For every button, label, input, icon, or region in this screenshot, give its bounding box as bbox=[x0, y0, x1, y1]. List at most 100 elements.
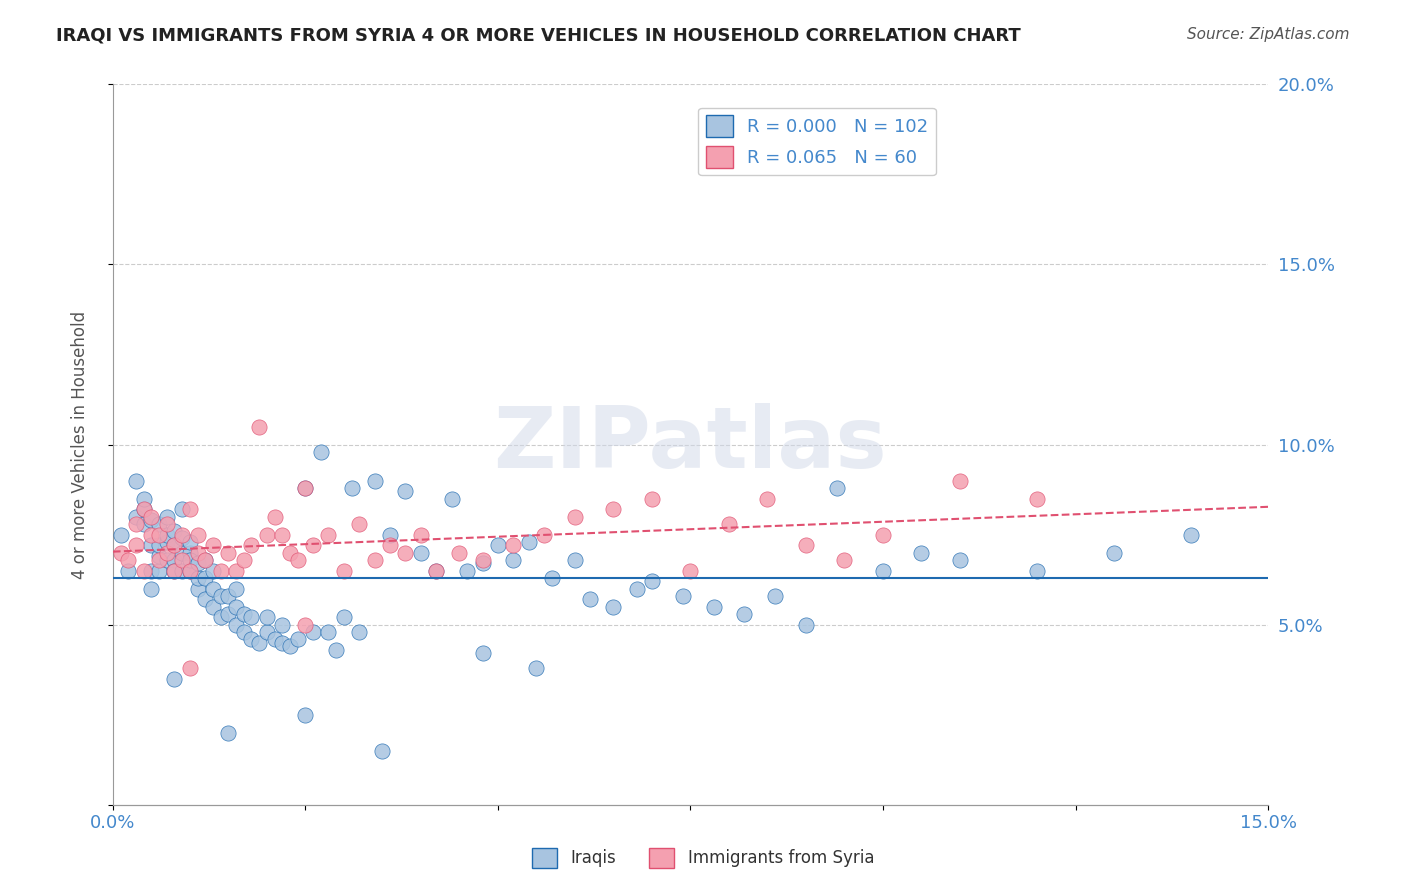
Point bbox=[179, 661, 201, 675]
Point bbox=[949, 553, 972, 567]
Point bbox=[672, 589, 695, 603]
Point bbox=[179, 564, 201, 578]
Point bbox=[318, 527, 340, 541]
Point bbox=[247, 419, 270, 434]
Point bbox=[125, 509, 148, 524]
Point bbox=[132, 564, 155, 578]
Point bbox=[194, 553, 217, 567]
Point bbox=[440, 491, 463, 506]
Point bbox=[794, 538, 817, 552]
Point bbox=[517, 534, 540, 549]
Point bbox=[363, 474, 385, 488]
Point bbox=[872, 527, 894, 541]
Point bbox=[287, 632, 309, 646]
Point bbox=[256, 610, 278, 624]
Point bbox=[232, 553, 254, 567]
Point bbox=[141, 582, 163, 596]
Point bbox=[409, 546, 432, 560]
Point bbox=[533, 527, 555, 541]
Point bbox=[294, 481, 316, 495]
Point bbox=[232, 607, 254, 621]
Point bbox=[125, 516, 148, 531]
Point bbox=[148, 516, 170, 531]
Point bbox=[302, 624, 325, 639]
Point bbox=[194, 592, 217, 607]
Point bbox=[225, 564, 247, 578]
Point bbox=[825, 481, 848, 495]
Point bbox=[125, 538, 148, 552]
Point bbox=[141, 509, 163, 524]
Point bbox=[179, 553, 201, 567]
Point bbox=[240, 632, 263, 646]
Point bbox=[287, 553, 309, 567]
Point bbox=[371, 744, 394, 758]
Point bbox=[641, 491, 664, 506]
Point bbox=[271, 635, 294, 649]
Text: ZIPatlas: ZIPatlas bbox=[494, 403, 887, 486]
Point bbox=[125, 474, 148, 488]
Point bbox=[225, 599, 247, 614]
Point bbox=[148, 564, 170, 578]
Point bbox=[949, 474, 972, 488]
Point bbox=[409, 527, 432, 541]
Point bbox=[117, 564, 139, 578]
Point bbox=[172, 546, 194, 560]
Point bbox=[172, 531, 194, 545]
Point bbox=[163, 538, 186, 552]
Point bbox=[156, 509, 179, 524]
Y-axis label: 4 or more Vehicles in Household: 4 or more Vehicles in Household bbox=[72, 310, 89, 579]
Legend: R = 0.000   N = 102, R = 0.065   N = 60: R = 0.000 N = 102, R = 0.065 N = 60 bbox=[699, 108, 935, 176]
Point bbox=[309, 444, 332, 458]
Point bbox=[201, 599, 224, 614]
Point bbox=[1026, 564, 1049, 578]
Point bbox=[163, 538, 186, 552]
Point bbox=[756, 491, 779, 506]
Point bbox=[148, 538, 170, 552]
Point bbox=[141, 527, 163, 541]
Point bbox=[456, 564, 478, 578]
Point bbox=[240, 538, 263, 552]
Point bbox=[110, 546, 132, 560]
Point bbox=[132, 516, 155, 531]
Point bbox=[1180, 527, 1202, 541]
Point bbox=[526, 661, 548, 675]
Point bbox=[194, 553, 217, 567]
Text: IRAQI VS IMMIGRANTS FROM SYRIA 4 OR MORE VEHICLES IN HOUSEHOLD CORRELATION CHART: IRAQI VS IMMIGRANTS FROM SYRIA 4 OR MORE… bbox=[56, 27, 1021, 45]
Point bbox=[156, 534, 179, 549]
Point bbox=[378, 538, 401, 552]
Point bbox=[834, 553, 856, 567]
Point bbox=[187, 571, 209, 585]
Point bbox=[794, 617, 817, 632]
Point bbox=[564, 553, 586, 567]
Legend: Iraqis, Immigrants from Syria: Iraqis, Immigrants from Syria bbox=[526, 841, 880, 875]
Point bbox=[271, 527, 294, 541]
Point bbox=[302, 538, 325, 552]
Point bbox=[471, 647, 494, 661]
Point bbox=[717, 516, 740, 531]
Point bbox=[1026, 491, 1049, 506]
Point bbox=[172, 527, 194, 541]
Point bbox=[733, 607, 755, 621]
Point bbox=[378, 527, 401, 541]
Point bbox=[209, 564, 232, 578]
Point bbox=[1102, 546, 1125, 560]
Point bbox=[263, 509, 285, 524]
Point bbox=[333, 564, 356, 578]
Point bbox=[333, 610, 356, 624]
Point bbox=[172, 564, 194, 578]
Point bbox=[641, 574, 664, 589]
Point bbox=[217, 607, 239, 621]
Point bbox=[425, 564, 447, 578]
Point bbox=[132, 502, 155, 516]
Point bbox=[117, 553, 139, 567]
Point bbox=[209, 610, 232, 624]
Point bbox=[156, 553, 179, 567]
Point bbox=[394, 546, 416, 560]
Point bbox=[626, 582, 648, 596]
Point bbox=[471, 553, 494, 567]
Point bbox=[240, 610, 263, 624]
Point bbox=[256, 527, 278, 541]
Point bbox=[502, 553, 524, 567]
Point bbox=[263, 632, 285, 646]
Point bbox=[425, 564, 447, 578]
